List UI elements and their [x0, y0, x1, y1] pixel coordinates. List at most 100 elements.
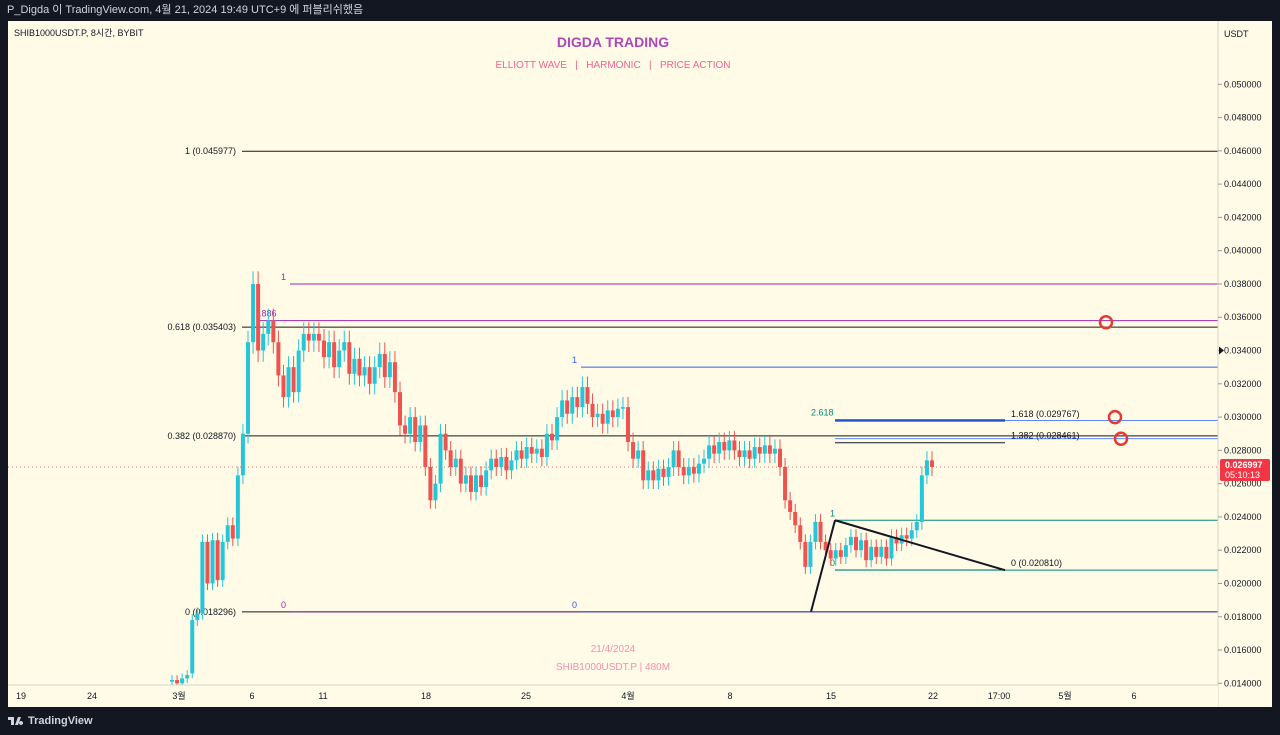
candle-body [727, 440, 732, 451]
time-tick-label: 5월 [1058, 690, 1071, 701]
candle-body [195, 613, 200, 621]
time-tick-label: 6 [249, 691, 254, 701]
harmonic-level-label: 2.618 [811, 408, 834, 418]
candle-body [281, 375, 286, 398]
candle-body [246, 342, 250, 434]
candle-body [519, 450, 524, 459]
candle-body [671, 450, 676, 468]
teal-level-label: 1 [830, 508, 835, 518]
price-tick-label: 0.018000 [1224, 612, 1262, 622]
candle-body [636, 450, 641, 459]
candle-body [418, 425, 423, 443]
price-tick-label: 0.048000 [1224, 113, 1262, 123]
level-layer: 1 (0.045977) 0.618 (0.035403) 0.382 (0.028… [8, 146, 1218, 617]
candle-body [433, 483, 438, 501]
candle-body [372, 367, 377, 384]
candle-body [175, 680, 180, 684]
candle-body [251, 283, 256, 343]
time-tick-label: 17:00 [988, 691, 1011, 701]
candle-body [306, 333, 311, 341]
candle-body [778, 448, 782, 468]
candle-body [200, 541, 205, 614]
chart-area[interactable]: 1 (0.045977) 0.618 (0.035403) 0.382 (0.028… [8, 21, 1272, 707]
candle-body [747, 450, 752, 459]
time-tick-label: 19 [16, 691, 26, 701]
harmonic-level-label: 1 [281, 272, 286, 282]
candle-body [884, 546, 889, 559]
symbol-legend[interactable]: SHIB1000USDT.P, 8시간, BYBIT [14, 28, 144, 38]
candle-body [352, 358, 357, 374]
tradingview-logo-icon [8, 717, 24, 725]
harmonic-level-label: 0 [281, 600, 286, 610]
candle-body [798, 525, 803, 542]
candle-body [458, 458, 463, 484]
target-circle [1107, 409, 1123, 425]
candle-body [276, 342, 281, 376]
fib-level-label: 1 (0.045977) [185, 146, 236, 156]
candle-body [864, 540, 869, 561]
candle-body [453, 458, 458, 468]
price-tick-label: 0.036000 [1224, 312, 1262, 322]
tradingview-logo[interactable]: TradingView [8, 715, 93, 727]
candle-body [742, 450, 747, 458]
price-tick-label: 0.020000 [1224, 578, 1262, 588]
candle-body [327, 342, 332, 358]
candle-body [854, 536, 858, 551]
time-tick-label: 11 [318, 691, 327, 701]
candle-body [737, 450, 742, 458]
overlay-layer [810, 314, 1129, 613]
candle-body [651, 470, 656, 481]
candle-body [235, 475, 240, 539]
candle-body [838, 550, 843, 557]
candle-body [332, 342, 337, 368]
candle-body [646, 470, 651, 481]
candle-body [570, 397, 575, 414]
candle-body [367, 367, 372, 384]
time-tick-label: 6 [1131, 691, 1136, 701]
time-tick-label: 4월 [621, 690, 634, 701]
harmonic-level-label: 0 [572, 600, 577, 610]
candle-body [833, 550, 838, 559]
candle-body [631, 442, 636, 459]
chart-svg[interactable]: 1 (0.045977) 0.618 (0.035403) 0.382 (0.028… [8, 21, 1272, 707]
time-tick-label: 22 [928, 691, 938, 701]
target-circle [1098, 314, 1114, 330]
candle-body [514, 450, 519, 461]
candle-body [504, 457, 509, 471]
candle-body [585, 387, 590, 404]
candle-body [377, 353, 382, 368]
candle-body [828, 550, 833, 559]
watermark-subtitle: ELLIOTT WAVE | HARMONIC | PRICE ACTION [495, 60, 730, 71]
candle-body [555, 417, 560, 441]
candle-body [382, 353, 387, 378]
teal-level-label: 0 [830, 558, 835, 568]
candle-body [914, 521, 919, 531]
candle-body [210, 540, 215, 584]
candle-body [387, 362, 392, 378]
candle-body [534, 448, 539, 454]
time-axis: 19 24 3월 6 11 18 25 4월 8 15 22 17:00 5월 6 [8, 684, 1218, 707]
price-axis: USDT 0.050000 0.048000 0.046000 0.044000 0.04… [1217, 21, 1272, 707]
candle-body [205, 541, 210, 584]
candle-body [291, 367, 296, 393]
candle-body [560, 400, 565, 418]
candle-body [818, 521, 823, 542]
candle-body [924, 460, 929, 476]
candle-body [712, 445, 717, 454]
candle-body [225, 525, 230, 542]
time-tick-label: 8 [727, 691, 732, 701]
price-tick-label: 0.038000 [1224, 279, 1262, 289]
harmonic-level-label: 1 [572, 355, 577, 365]
candle-body [904, 535, 909, 539]
candle-body [707, 445, 712, 459]
candle-body [240, 433, 245, 476]
wedge-leg-line [810, 520, 836, 613]
candle-body [788, 500, 793, 512]
candle-body [681, 467, 686, 476]
candle-body [180, 678, 185, 684]
currency-label[interactable]: USDT [1224, 29, 1249, 39]
candle-body [722, 442, 727, 451]
candle-body [403, 425, 408, 434]
candle-body [301, 333, 306, 351]
brand-label: TradingView [28, 715, 93, 727]
